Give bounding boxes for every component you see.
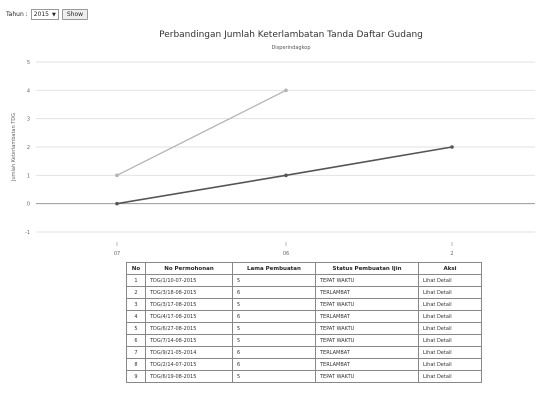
cell-no-permohonan: TDG/9/21-05-2014 [145, 346, 233, 359]
table-row: 6 TDG/7/14-08-2015 5 TEPAT WAKTU Lihat Detai… [126, 334, 482, 347]
cell-no: 9 [126, 370, 146, 383]
header-status: Status Pembuatan Ijin [315, 262, 419, 275]
cell-no-permohonan: TDG/2/14-07-2015 [145, 358, 233, 371]
table-row: 5 TDG/6/27-08-2015 5 TEPAT WAKTU Lihat Detai… [126, 322, 482, 335]
header-lama-pembuatan: Lama Pembuatan [232, 262, 316, 275]
data-point [284, 88, 288, 93]
cell-lama-pembuatan: 5 [232, 334, 316, 347]
series-line [116, 89, 287, 176]
cell-lama-pembuatan: 6 [232, 346, 316, 359]
permit-table: No No Permohonan Lama Pembuatan Status P… [126, 262, 482, 383]
table-row: 1 TDG/1/10-07-2015 5 TEPAT WAKTU Lihat Detai… [126, 274, 482, 287]
cell-aksi[interactable]: Lihat Detail [418, 310, 482, 323]
cell-no: 3 [126, 298, 146, 311]
data-point [450, 145, 454, 149]
cell-lama-pembuatan: 6 [232, 358, 316, 371]
year-select[interactable]: 2015 ▼ [30, 9, 59, 20]
cell-status: TERLAMBAT [315, 286, 419, 299]
cell-lama-pembuatan: 6 [232, 310, 316, 323]
y-tick-label: 5 [27, 60, 30, 66]
cell-lama-pembuatan: 5 [232, 322, 316, 335]
cell-no: 6 [126, 334, 146, 347]
cell-aksi[interactable]: Lihat Detail [418, 370, 482, 383]
table-row: 9 TDG/6/19-08-2015 5 TEPAT WAKTU Lihat Detai… [126, 370, 482, 383]
cell-status: TERLAMBAT [315, 310, 419, 323]
cell-status: TEPAT WAKTU [315, 298, 419, 311]
cell-status: TEPAT WAKTU [315, 334, 419, 347]
cell-no-permohonan: TDG/4/17-08-2015 [145, 310, 233, 323]
y-tick-label: 1 [27, 173, 30, 179]
cell-status: TERLAMBAT [315, 346, 419, 359]
y-tick-label: 4 [27, 88, 30, 94]
table-row: 3 TDG/3/17-08-2015 5 TEPAT WAKTU Lihat Detai… [126, 298, 482, 311]
cell-no-permohonan: TDG/6/27-08-2015 [145, 322, 233, 335]
permit-table-container: No No Permohonan Lama Pembuatan Status P… [126, 262, 482, 383]
cell-no-permohonan: TDG/1/10-07-2015 [145, 274, 233, 287]
chart-series [115, 88, 454, 206]
header-aksi: Aksi [418, 262, 482, 275]
x-tick-label: 06 [283, 251, 289, 257]
y-tick-label: 3 [27, 117, 30, 123]
cell-lama-pembuatan: 6 [232, 286, 316, 299]
cell-no: 1 [126, 274, 146, 287]
filter-bar: Tahun : 2015 ▼ Show [6, 9, 89, 20]
table-row: 7 TDG/9/21-05-2014 6 TERLAMBAT Lihat Detail [126, 346, 482, 359]
cell-aksi[interactable]: Lihat Detail [418, 346, 482, 359]
cell-no-permohonan: TDG/3/18-08-2015 [145, 286, 233, 299]
year-select-value: 2015 [33, 11, 49, 18]
header-no-permohonan: No Permohonan [145, 262, 233, 275]
data-point [115, 201, 119, 206]
cell-status: TEPAT WAKTU [315, 370, 419, 383]
cell-no: 7 [126, 346, 146, 359]
cell-status: TEPAT WAKTU [315, 322, 419, 335]
show-button[interactable]: Show [61, 9, 89, 20]
cell-no: 8 [126, 358, 146, 371]
cell-aksi[interactable]: Lihat Detail [418, 322, 482, 335]
cell-no-permohonan: TDG/6/19-08-2015 [145, 370, 233, 383]
cell-no: 5 [126, 322, 146, 335]
cell-aksi[interactable]: Lihat Detail [418, 298, 482, 311]
cell-no: 2 [126, 286, 146, 299]
table-row: 8 TDG/2/14-07-2015 6 TERLAMBAT Lihat Detail [126, 358, 482, 371]
cell-no-permohonan: TDG/3/17-08-2015 [145, 298, 233, 311]
chart-gridlines [36, 61, 535, 233]
y-axis-title: Jumlah Keterlambatan TDG [11, 113, 17, 182]
cell-aksi[interactable]: Lihat Detail [418, 274, 482, 287]
chevron-down-icon: ▼ [51, 11, 56, 18]
x-tick-label: 2 [450, 251, 453, 257]
chart-subtitle: Disperindagkop [271, 45, 310, 51]
y-tick-label: -1 [25, 230, 30, 236]
line-chart: Perbandingan Jumlah Keterlambatan Tanda … [11, 30, 535, 257]
chart-tick-labels: -1 0 1 2 3 4 5 07 06 2 [25, 60, 454, 257]
chart-title: Perbandingan Jumlah Keterlambatan Tanda … [159, 30, 423, 40]
cell-status: TEPAT WAKTU [315, 274, 419, 287]
table-header-row: No No Permohonan Lama Pembuatan Status P… [126, 262, 482, 275]
cell-status: TERLAMBAT [315, 358, 419, 371]
data-point [115, 173, 119, 178]
cell-lama-pembuatan: 5 [232, 370, 316, 383]
data-point [284, 173, 288, 178]
cell-no: 4 [126, 310, 146, 323]
table-row: 4 TDG/4/17-08-2015 6 TERLAMBAT Lihat Detail [126, 310, 482, 323]
y-tick-label: 2 [27, 145, 30, 151]
table-body: 1 TDG/1/10-07-2015 5 TEPAT WAKTU Lihat Detai… [126, 274, 482, 383]
y-tick-label: 0 [27, 202, 30, 208]
year-filter-label: Tahun : [6, 11, 28, 18]
cell-aksi[interactable]: Lihat Detail [418, 358, 482, 371]
cell-no-permohonan: TDG/7/14-08-2015 [145, 334, 233, 347]
header-no: No [126, 262, 146, 275]
cell-lama-pembuatan: 5 [232, 274, 316, 287]
cell-aksi[interactable]: Lihat Detail [418, 286, 482, 299]
x-tick-label: 07 [114, 251, 120, 257]
cell-lama-pembuatan: 5 [232, 298, 316, 311]
table-row: 2 TDG/3/18-08-2015 6 TERLAMBAT Lihat Detail [126, 286, 482, 299]
cell-aksi[interactable]: Lihat Detail [418, 334, 482, 347]
